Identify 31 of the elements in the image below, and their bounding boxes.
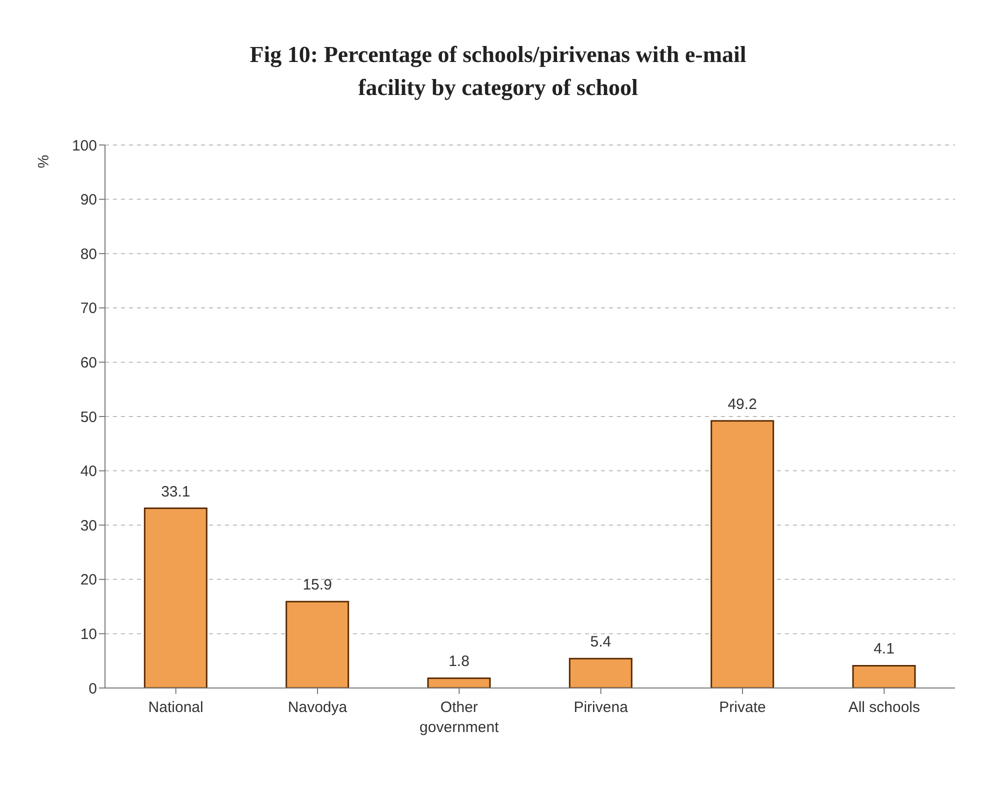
x-tick-label: Navodya [288, 699, 348, 716]
y-tick-label: 20 [80, 572, 97, 589]
y-axis-title: % [34, 154, 52, 168]
y-tick-label: 80 [80, 246, 97, 263]
data-label: 33.1 [161, 483, 190, 500]
data-label: 49.2 [728, 396, 757, 413]
x-tick-label: Other government [420, 699, 500, 736]
y-tick-label: 10 [80, 626, 97, 644]
y-tick-label: 50 [80, 408, 97, 426]
bar [710, 420, 774, 688]
y-tick-label: 90 [80, 192, 97, 209]
x-tick-label: National [148, 699, 204, 716]
x-tick-label: Pirivena [574, 699, 629, 716]
data-label: 15.9 [302, 576, 332, 594]
bar [144, 508, 208, 688]
y-tick-label: 40 [80, 463, 97, 480]
y-tick-label: 0 [88, 680, 97, 698]
data-label: 1.8 [448, 653, 470, 670]
bar [427, 677, 491, 688]
bar [286, 600, 350, 688]
y-tick-label: 100 [72, 137, 97, 154]
y-tick-label: 70 [80, 300, 97, 318]
x-tick-label: Private [719, 699, 766, 716]
y-tick-label: 30 [80, 517, 97, 534]
y-tick-label: 60 [80, 354, 97, 372]
x-tick-label: All schools [848, 699, 920, 716]
bar [852, 664, 916, 688]
data-label: 4.1 [874, 640, 894, 658]
bar [568, 658, 632, 688]
data-label: 5.4 [590, 634, 612, 651]
chart-title: Fig 10: Percentage of schools/pirivenas with e-mail facility by category of school [248, 41, 748, 102]
